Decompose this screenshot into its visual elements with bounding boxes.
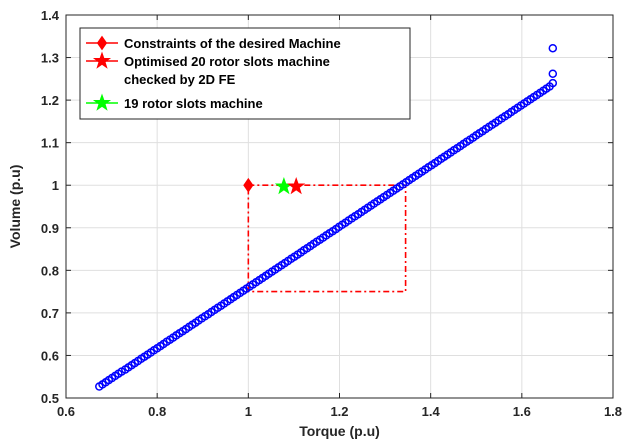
- constraint-box: [247, 184, 407, 293]
- scatter-point: [548, 43, 558, 53]
- legend-marker-star: [92, 93, 112, 111]
- y-tick-label: 0.5: [41, 391, 59, 406]
- legend-marker-star: [92, 51, 112, 69]
- y-tick-label: 0.7: [41, 306, 59, 321]
- legend: Constraints of the desired Machine Optimi…: [79, 27, 411, 120]
- y-tick-label: 0.8: [41, 263, 59, 278]
- x-tick-label: 0.8: [148, 404, 166, 419]
- legend-label: checked by 2D FE: [124, 72, 236, 87]
- legend-marker-diamond: [96, 35, 108, 51]
- y-tick-label: 0.6: [41, 348, 59, 363]
- rotor-19-point: [274, 176, 293, 195]
- x-tick-label: 1.4: [422, 404, 441, 419]
- y-tick-label: 1.4: [41, 8, 60, 23]
- highlight-points: [243, 176, 306, 195]
- constraint-point: [243, 177, 254, 193]
- scatter-series: [95, 43, 558, 391]
- y-tick-label: 1.1: [41, 136, 59, 151]
- y-tick-labels: 0.5 0.6 0.7 0.8 0.9 1 1.1 1.2 1.3 1.4: [41, 8, 60, 406]
- y-axis-label: Volume (p.u): [7, 165, 23, 249]
- x-axis-label: Torque (p.u): [299, 423, 380, 439]
- y-tick-label: 1.2: [41, 93, 59, 108]
- scatter-point: [548, 69, 558, 78]
- axis-ticks: [65, 14, 614, 399]
- y-tick-label: 1: [52, 178, 59, 193]
- x-tick-labels: 0.6 0.8 1 1.2 1.4 1.6 1.8: [57, 404, 622, 419]
- constraint-region: [247, 184, 407, 293]
- x-tick-label: 1.2: [330, 404, 348, 419]
- optimised-20-point: [287, 176, 306, 195]
- legend-label: Constraints of the desired Machine: [124, 36, 341, 51]
- y-tick-label: 0.9: [41, 221, 59, 236]
- x-tick-label: 0.6: [57, 404, 75, 419]
- scatter-point: [548, 78, 558, 88]
- x-tick-label: 1.6: [513, 404, 531, 419]
- x-tick-label: 1: [245, 404, 252, 419]
- x-tick-label: 1.8: [604, 404, 622, 419]
- legend-label: Optimised 20 rotor slots machine: [124, 54, 330, 69]
- legend-label: 19 rotor slots machine: [124, 96, 263, 111]
- y-tick-label: 1.3: [41, 51, 59, 66]
- legend-box: [79, 27, 411, 120]
